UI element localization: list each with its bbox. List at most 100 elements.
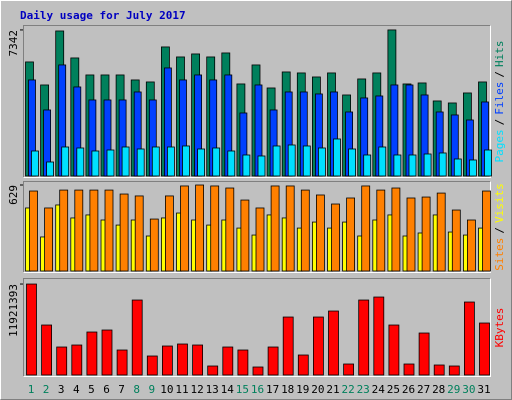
bar (333, 138, 341, 177)
x-tick-label: 24 (372, 383, 386, 396)
bar (255, 207, 265, 272)
bar (272, 145, 281, 177)
bar (121, 146, 130, 177)
bar (134, 195, 144, 272)
bar (361, 185, 371, 272)
bar (252, 366, 264, 376)
x-tick-label: 14 (221, 383, 235, 396)
x-tick-label: 11 (175, 383, 188, 396)
legend-entry: Sites (493, 238, 506, 271)
bar (146, 355, 158, 376)
bar (479, 322, 490, 376)
bar (423, 153, 432, 177)
x-tick-label: 4 (73, 383, 80, 396)
panel-border-dark (23, 25, 491, 178)
bar (56, 346, 68, 376)
bar (393, 154, 402, 177)
y-tick-label: 7342 (7, 30, 20, 57)
legend-separator: / (493, 119, 506, 126)
panel-border-light (23, 25, 491, 178)
bar (363, 154, 372, 177)
bar (358, 299, 370, 376)
bar (26, 283, 37, 376)
bar (312, 316, 324, 376)
x-tick-label: 5 (88, 383, 95, 396)
bar (195, 184, 205, 272)
bar (136, 148, 145, 177)
bar (436, 192, 446, 272)
bar (484, 149, 492, 177)
bar (418, 332, 430, 376)
bar (421, 196, 431, 272)
bar (177, 343, 188, 376)
bar (433, 364, 445, 376)
x-tick-label: 26 (402, 383, 415, 396)
panel (23, 278, 491, 377)
bar (378, 146, 387, 177)
bar (116, 349, 128, 376)
legend: KBytes (493, 308, 506, 348)
bar (343, 363, 355, 376)
bar (41, 324, 52, 376)
x-tick-label: 22 (341, 383, 354, 396)
bar (76, 147, 85, 177)
bar (151, 146, 160, 177)
x-tick-label: 3 (58, 383, 65, 396)
legend-entry: Pages (493, 129, 506, 162)
bar (74, 189, 84, 272)
bar (91, 150, 100, 177)
bar (346, 197, 356, 272)
bar (101, 329, 113, 376)
bar (270, 185, 280, 272)
bar (451, 209, 461, 272)
y-tick-label: 11921393 (7, 284, 20, 337)
legend: Pages / Files / Hits (493, 41, 506, 163)
bar (86, 331, 98, 376)
bar (71, 344, 83, 376)
x-tick-label: 21 (326, 383, 339, 396)
bar (448, 365, 460, 376)
bar (161, 345, 173, 376)
y-tick-label: 629 (7, 185, 20, 205)
bar (29, 190, 38, 272)
bar (317, 147, 326, 177)
legend-entry: Hits (493, 41, 506, 68)
legend: Sites / Visits (493, 183, 506, 271)
bar (466, 219, 476, 272)
x-tick-label: 31 (477, 383, 490, 396)
x-tick-label: 10 (160, 383, 173, 396)
bar (331, 203, 340, 272)
bar (197, 148, 206, 177)
x-tick-label: 27 (417, 383, 430, 396)
x-tick-label: 6 (103, 383, 110, 396)
bar (227, 150, 236, 177)
bar (166, 146, 175, 177)
x-tick-label: 2 (43, 383, 50, 396)
x-tick-label: 23 (357, 383, 370, 396)
bar (104, 189, 114, 272)
legend-entry: Visits (493, 183, 506, 223)
bar (388, 324, 400, 376)
legend-separator: / (493, 227, 506, 234)
bar (210, 185, 220, 272)
x-tick-label: 17 (266, 383, 279, 396)
bar (257, 155, 266, 177)
bar (300, 189, 310, 272)
bar (391, 187, 401, 272)
bar (164, 195, 174, 272)
bar (192, 344, 204, 376)
bar (406, 197, 416, 272)
bar (453, 158, 462, 177)
bar (315, 194, 325, 272)
bar (44, 207, 53, 272)
bar (242, 154, 251, 177)
legend-separator: / (493, 71, 506, 78)
bar (403, 363, 415, 376)
bar (119, 193, 129, 272)
legend-entry: Files (493, 82, 506, 115)
x-tick-label: 15 (236, 383, 249, 396)
bar (46, 161, 54, 177)
bar (149, 218, 159, 272)
bar (408, 154, 417, 177)
